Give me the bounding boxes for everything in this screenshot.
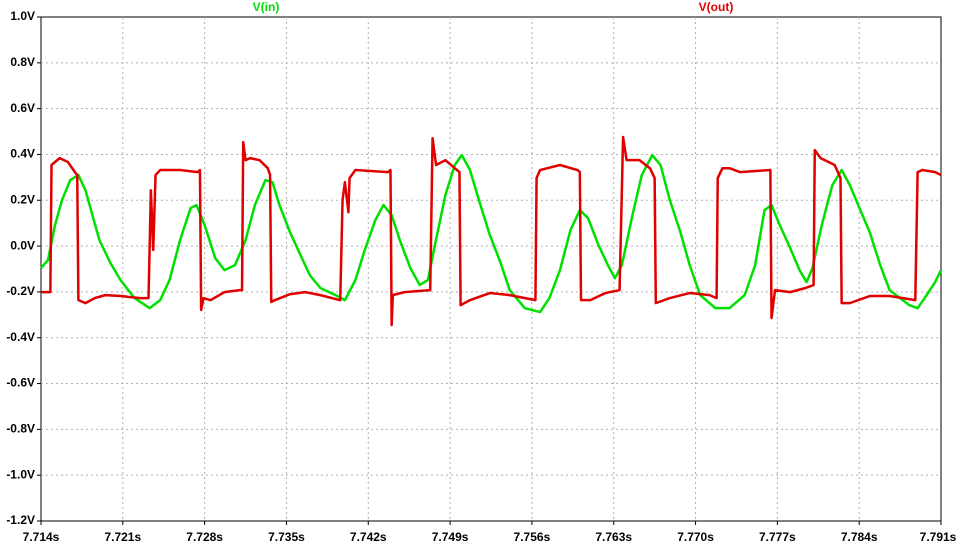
x-tick-label: 7.770s [677, 530, 714, 544]
x-tick-label: 7.728s [186, 530, 223, 544]
x-tick-label: 7.784s [841, 530, 878, 544]
y-tick-label: -0.4V [6, 330, 35, 344]
x-tick-label: 7.791s [920, 530, 957, 544]
x-tick-label: 7.777s [759, 530, 796, 544]
y-tick-label: 0.0V [10, 238, 35, 252]
x-tick-label: 7.721s [104, 530, 141, 544]
y-tick-label: 1.0V [10, 9, 35, 23]
x-tick-label: 7.714s [23, 530, 60, 544]
y-tick-label: 0.8V [10, 55, 35, 69]
y-tick-label: -0.8V [6, 422, 35, 436]
plot-frame [40, 16, 942, 522]
y-tick-label: -1.0V [6, 467, 35, 481]
legend-label: V(out) [699, 0, 734, 14]
series-line [40, 153, 943, 314]
x-tick-label: 7.756s [514, 530, 551, 544]
series-line [41, 135, 942, 327]
y-tick-label: 0.2V [10, 192, 35, 206]
y-tick-label: -1.2V [6, 513, 35, 527]
legend-label: V(in) [253, 0, 280, 14]
y-tick-label: -0.6V [6, 376, 35, 390]
y-tick-label: -0.2V [6, 284, 35, 298]
x-tick-label: 7.742s [350, 530, 387, 544]
x-tick-label: 7.763s [595, 530, 632, 544]
x-tick-label: 7.735s [268, 530, 305, 544]
y-tick-label: 0.4V [10, 147, 35, 161]
y-tick-label: 0.6V [10, 101, 35, 115]
x-tick-label: 7.749s [432, 530, 469, 544]
